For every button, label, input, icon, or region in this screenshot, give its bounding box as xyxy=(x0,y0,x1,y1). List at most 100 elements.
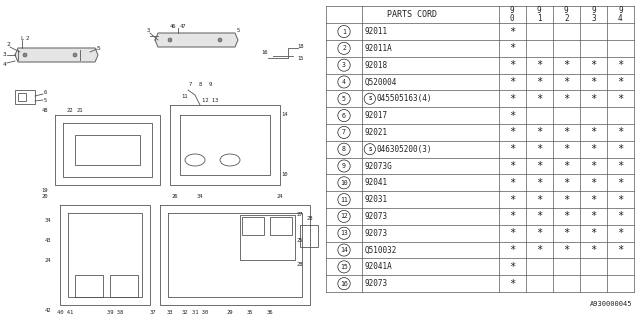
Text: 27: 27 xyxy=(297,212,303,218)
Text: 20: 20 xyxy=(42,195,48,199)
Text: 24: 24 xyxy=(276,195,284,199)
Text: 5: 5 xyxy=(44,99,47,103)
Text: 28: 28 xyxy=(307,215,313,220)
Text: 11: 11 xyxy=(340,196,348,203)
Circle shape xyxy=(73,53,77,57)
Text: *: * xyxy=(590,60,596,70)
Text: *: * xyxy=(618,60,623,70)
Text: 8: 8 xyxy=(198,83,202,87)
Text: *: * xyxy=(509,94,515,104)
Text: 92041: 92041 xyxy=(364,178,387,187)
Bar xyxy=(240,215,295,260)
Bar xyxy=(110,275,138,297)
Text: 9: 9 xyxy=(342,163,346,169)
Text: *: * xyxy=(536,212,542,221)
Text: *: * xyxy=(536,195,542,204)
Text: 15: 15 xyxy=(340,264,348,270)
Bar xyxy=(75,135,140,165)
Text: *: * xyxy=(509,77,515,87)
Text: 19: 19 xyxy=(42,188,48,193)
Text: 48: 48 xyxy=(42,108,48,113)
Text: *: * xyxy=(509,262,515,272)
Text: *: * xyxy=(536,94,542,104)
Text: *: * xyxy=(590,178,596,188)
Text: 11: 11 xyxy=(182,94,188,100)
Text: *: * xyxy=(590,144,596,154)
Text: 33: 33 xyxy=(167,310,173,316)
Text: *: * xyxy=(563,77,570,87)
Text: *: * xyxy=(509,279,515,289)
Text: 92073: 92073 xyxy=(364,212,387,221)
Text: 16: 16 xyxy=(262,51,268,55)
Text: 045505163(4): 045505163(4) xyxy=(377,94,432,103)
Text: 3: 3 xyxy=(342,62,346,68)
Text: 9
3: 9 3 xyxy=(591,6,596,23)
Text: 92011A: 92011A xyxy=(364,44,392,53)
Text: *: * xyxy=(563,178,570,188)
Circle shape xyxy=(168,38,172,42)
Text: *: * xyxy=(509,27,515,36)
Text: 40 41: 40 41 xyxy=(57,310,73,316)
Text: 5: 5 xyxy=(96,45,100,51)
Text: 92073: 92073 xyxy=(364,229,387,238)
Text: *: * xyxy=(509,127,515,137)
Text: PARTS CORD: PARTS CORD xyxy=(387,10,438,19)
Text: 25: 25 xyxy=(297,237,303,243)
Text: *: * xyxy=(618,245,623,255)
Text: *: * xyxy=(618,195,623,204)
Text: *: * xyxy=(536,245,542,255)
Text: 28: 28 xyxy=(297,262,303,268)
Text: *: * xyxy=(590,77,596,87)
Text: 2: 2 xyxy=(342,45,346,51)
Text: 9
0: 9 0 xyxy=(510,6,515,23)
Text: 92017: 92017 xyxy=(364,111,387,120)
Text: *: * xyxy=(563,60,570,70)
Bar xyxy=(75,275,103,297)
Text: 7: 7 xyxy=(342,129,346,135)
Text: 18: 18 xyxy=(298,44,304,49)
Text: *: * xyxy=(509,111,515,121)
Text: 5: 5 xyxy=(236,28,239,34)
Text: *: * xyxy=(563,212,570,221)
Text: 6: 6 xyxy=(44,91,47,95)
Bar xyxy=(300,225,318,247)
Text: 92011: 92011 xyxy=(364,27,387,36)
Text: 29: 29 xyxy=(227,310,233,316)
Text: *: * xyxy=(618,127,623,137)
Text: *: * xyxy=(563,228,570,238)
Text: *: * xyxy=(509,144,515,154)
Text: *: * xyxy=(509,43,515,53)
Text: 5: 5 xyxy=(342,96,346,102)
Circle shape xyxy=(218,38,222,42)
Text: 35: 35 xyxy=(247,310,253,316)
Text: *: * xyxy=(590,127,596,137)
Text: 13: 13 xyxy=(340,230,348,236)
Text: *: * xyxy=(509,161,515,171)
Text: *: * xyxy=(590,195,596,204)
Text: 16: 16 xyxy=(340,281,348,287)
Bar xyxy=(15,90,35,104)
Polygon shape xyxy=(155,33,238,47)
Text: 4: 4 xyxy=(3,62,7,68)
Text: *: * xyxy=(509,195,515,204)
Text: 34: 34 xyxy=(45,218,51,222)
Text: *: * xyxy=(590,161,596,171)
Text: S: S xyxy=(368,96,371,101)
Text: *: * xyxy=(509,228,515,238)
Text: 14: 14 xyxy=(340,247,348,253)
Bar xyxy=(242,217,264,235)
Text: *: * xyxy=(509,245,515,255)
Text: 1: 1 xyxy=(342,28,346,35)
Text: 046305200(3): 046305200(3) xyxy=(377,145,432,154)
Text: *: * xyxy=(618,94,623,104)
Text: 92041A: 92041A xyxy=(364,262,392,271)
Text: 12 13: 12 13 xyxy=(202,98,218,102)
Text: 31 30: 31 30 xyxy=(192,310,208,316)
Text: *: * xyxy=(618,144,623,154)
Text: 10: 10 xyxy=(340,180,348,186)
Bar xyxy=(270,217,292,235)
Text: *: * xyxy=(563,195,570,204)
Text: *: * xyxy=(618,228,623,238)
Text: *: * xyxy=(563,144,570,154)
Text: 47: 47 xyxy=(180,23,186,28)
